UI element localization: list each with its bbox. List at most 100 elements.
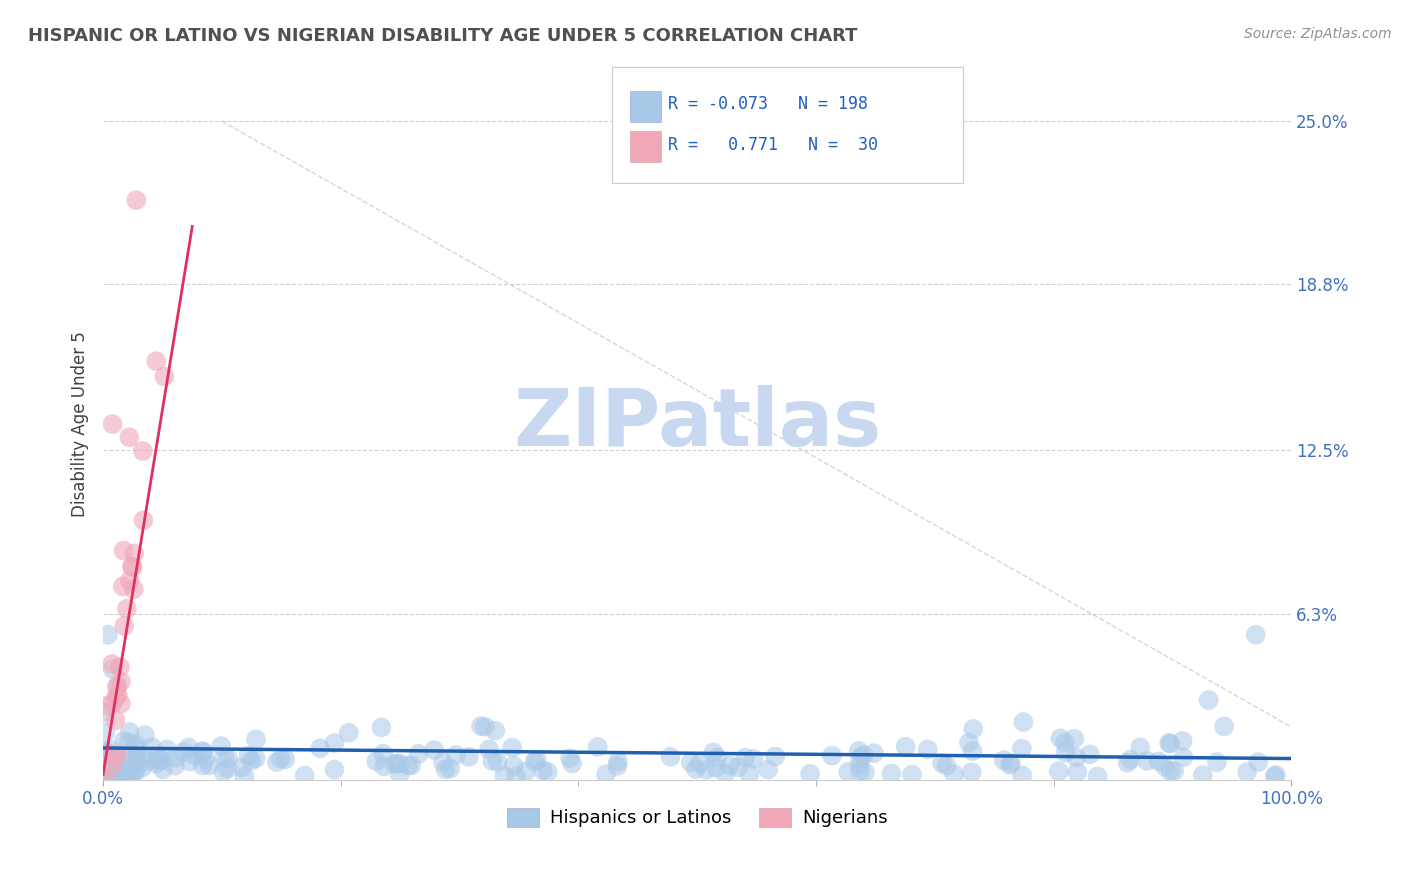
- Point: [198, 758, 221, 772]
- Point: [163, 758, 186, 772]
- Point: [586, 739, 609, 754]
- Point: [1136, 754, 1159, 768]
- Point: [294, 768, 316, 782]
- Point: [1163, 764, 1185, 779]
- Point: [112, 764, 135, 779]
- Point: [97, 698, 120, 713]
- Text: Source: ZipAtlas.com: Source: ZipAtlas.com: [1244, 27, 1392, 41]
- Point: [93, 770, 115, 784]
- Point: [122, 582, 145, 596]
- Point: [118, 574, 141, 588]
- Point: [115, 601, 138, 615]
- Point: [114, 764, 136, 778]
- Point: [373, 759, 395, 773]
- Point: [1264, 768, 1286, 782]
- Point: [124, 737, 146, 751]
- Point: [118, 725, 141, 739]
- Point: [434, 763, 457, 777]
- Point: [117, 749, 139, 764]
- Point: [1159, 764, 1181, 779]
- Point: [1063, 731, 1085, 746]
- Point: [134, 728, 156, 742]
- Point: [993, 753, 1015, 767]
- Point: [849, 764, 872, 778]
- Point: [848, 744, 870, 758]
- Point: [96, 757, 118, 772]
- Text: R = -0.073   N = 198: R = -0.073 N = 198: [668, 95, 868, 113]
- Point: [1066, 765, 1088, 780]
- Point: [501, 740, 523, 755]
- Point: [526, 753, 548, 767]
- Point: [1171, 734, 1194, 748]
- Point: [901, 767, 924, 781]
- Text: ZIPatlas: ZIPatlas: [513, 385, 882, 463]
- Point: [112, 768, 135, 782]
- Point: [474, 720, 496, 734]
- Point: [714, 766, 737, 780]
- Point: [962, 744, 984, 758]
- Point: [209, 739, 232, 753]
- Point: [104, 748, 127, 763]
- Point: [150, 753, 173, 767]
- Point: [105, 748, 128, 763]
- Point: [309, 741, 332, 756]
- Point: [240, 754, 263, 768]
- Point: [124, 764, 146, 778]
- Point: [105, 679, 128, 693]
- Point: [97, 759, 120, 773]
- Point: [183, 747, 205, 762]
- Point: [212, 764, 235, 779]
- Point: [101, 696, 124, 710]
- Point: [104, 768, 127, 782]
- Point: [523, 755, 546, 769]
- Point: [112, 734, 135, 748]
- Point: [231, 760, 253, 774]
- Point: [323, 763, 346, 777]
- Point: [323, 736, 346, 750]
- Point: [1012, 715, 1035, 730]
- Point: [689, 756, 711, 770]
- Point: [1147, 754, 1170, 768]
- Point: [101, 657, 124, 671]
- Point: [606, 759, 628, 773]
- Point: [98, 753, 121, 767]
- Point: [704, 761, 727, 775]
- Point: [1000, 756, 1022, 770]
- Point: [738, 767, 761, 781]
- Point: [478, 742, 501, 756]
- Point: [101, 662, 124, 676]
- Point: [742, 752, 765, 766]
- Point: [146, 750, 169, 764]
- Point: [136, 755, 159, 769]
- Point: [93, 747, 115, 761]
- Point: [659, 749, 682, 764]
- Point: [1247, 756, 1270, 770]
- Point: [821, 748, 844, 763]
- Point: [917, 742, 939, 756]
- Point: [1244, 628, 1267, 642]
- Point: [125, 741, 148, 756]
- Point: [111, 579, 134, 593]
- Point: [103, 765, 125, 780]
- Point: [110, 674, 132, 689]
- Point: [458, 749, 481, 764]
- Point: [894, 739, 917, 754]
- Point: [105, 758, 128, 772]
- Point: [94, 757, 117, 772]
- Point: [125, 755, 148, 769]
- Point: [134, 750, 156, 764]
- Point: [1263, 769, 1285, 783]
- Point: [1066, 750, 1088, 764]
- Point: [1159, 736, 1181, 750]
- Point: [799, 767, 821, 781]
- Point: [108, 762, 131, 776]
- Point: [233, 770, 256, 784]
- Point: [849, 750, 872, 764]
- Point: [100, 757, 122, 772]
- Point: [444, 747, 467, 762]
- Point: [1159, 737, 1181, 751]
- Point: [125, 193, 148, 207]
- Point: [118, 735, 141, 749]
- Point: [124, 756, 146, 770]
- Point: [112, 619, 135, 633]
